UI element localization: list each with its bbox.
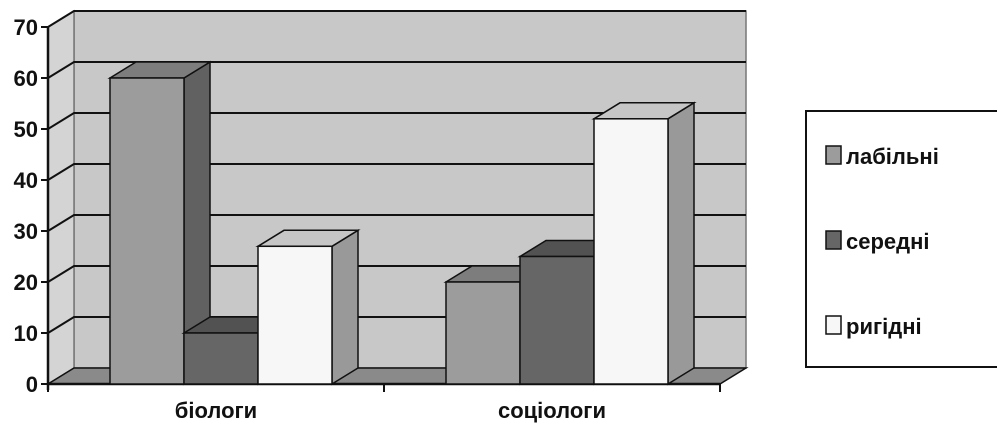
legend-label: ригідні bbox=[846, 314, 922, 339]
legend-swatch bbox=[825, 145, 842, 165]
gridline bbox=[47, 10, 746, 28]
category-label: соціологи bbox=[498, 398, 606, 423]
gridline bbox=[47, 61, 746, 79]
bar-side bbox=[331, 228, 359, 386]
category-labels: біологи соціологи bbox=[175, 398, 606, 423]
legend-item: середні bbox=[825, 229, 930, 254]
gridlines bbox=[47, 10, 746, 334]
y-tick-label: 10 bbox=[14, 321, 38, 346]
y-tick-label: 60 bbox=[14, 66, 38, 91]
legend-item: ригідні bbox=[825, 314, 922, 339]
bar-side bbox=[667, 101, 695, 386]
side-wall bbox=[47, 9, 75, 386]
gridline bbox=[47, 163, 746, 181]
bar-front bbox=[593, 118, 669, 385]
legend-swatch bbox=[825, 230, 842, 250]
legend: лабільні середні ригідні bbox=[805, 110, 997, 368]
legend-swatch bbox=[825, 315, 842, 335]
y-tick-label: 40 bbox=[14, 168, 38, 193]
legend-item: лабільні bbox=[825, 144, 939, 169]
y-tick-label: 50 bbox=[14, 117, 38, 142]
legend-label: середні bbox=[846, 229, 930, 254]
bar-front bbox=[445, 281, 521, 385]
bar-front bbox=[109, 77, 185, 385]
y-tick-label: 70 bbox=[14, 15, 38, 40]
bar bbox=[255, 228, 361, 386]
bar-front bbox=[519, 255, 595, 385]
bar bbox=[591, 101, 697, 386]
bar-front bbox=[257, 245, 333, 385]
bar bbox=[107, 60, 213, 386]
category-label: біологи bbox=[175, 398, 257, 423]
legend-label: лабільні bbox=[846, 144, 939, 169]
y-tick-label: 0 bbox=[26, 372, 38, 397]
y-tick-label: 20 bbox=[14, 270, 38, 295]
gridline bbox=[47, 112, 746, 130]
bar-front bbox=[183, 332, 259, 385]
y-tick-label: 30 bbox=[14, 219, 38, 244]
y-tick-labels: 0 10 20 30 40 50 60 70 bbox=[14, 15, 38, 397]
bars bbox=[107, 60, 697, 386]
gridline bbox=[47, 214, 746, 232]
